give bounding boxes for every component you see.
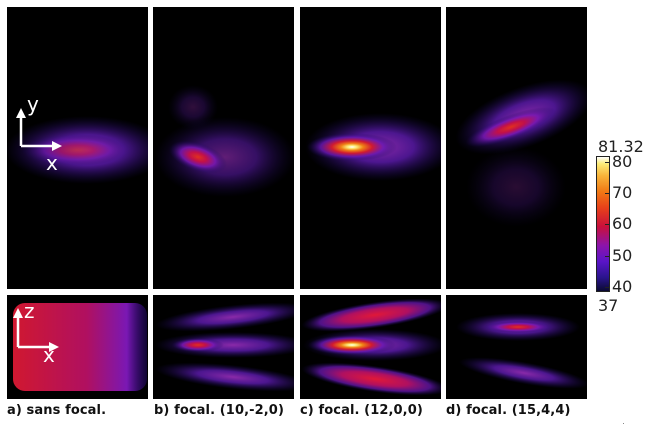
panel-b-bottom — [153, 295, 294, 399]
colorbar-tickmark — [605, 193, 609, 194]
colorbar-tick-40: 40 — [612, 277, 633, 296]
colorbar-tickmark — [605, 224, 609, 225]
colorbar-tickmark — [605, 256, 609, 257]
panel-c-bottom — [300, 295, 441, 399]
axis-label-x-bottom: x — [43, 343, 55, 367]
colorbar-tick-50: 50 — [612, 246, 633, 265]
panel-a-top — [7, 7, 148, 289]
colorbar-tick-70: 70 — [612, 183, 633, 202]
colorbar-min-label: 37 — [598, 296, 619, 315]
colorbar-tickmark — [605, 162, 609, 163]
axis-label-y: y — [27, 92, 39, 116]
axis-arrows-top — [16, 108, 62, 151]
axis-label-z: z — [24, 299, 35, 323]
colorbar — [596, 156, 610, 292]
colorbar-max-label: 81.32 — [598, 137, 644, 156]
axis-label-x-top: x — [46, 151, 58, 175]
axis-arrows-bottom — [13, 308, 59, 352]
colorbar-tickmark — [605, 287, 609, 288]
panel-d-top — [446, 7, 587, 289]
stray-dot — [623, 423, 624, 424]
caption-d: d) focal. (15,4,4) — [446, 403, 571, 418]
caption-a: a) sans focal. — [7, 403, 107, 418]
colorbar-tick-60: 60 — [612, 214, 633, 233]
panel-b-top — [153, 7, 294, 289]
caption-b: b) focal. (10,-2,0) — [154, 403, 284, 418]
colorbar-tick-80: 80 — [612, 152, 633, 171]
panel-c-top — [300, 7, 441, 289]
panel-d-bottom — [446, 295, 587, 399]
caption-c: c) focal. (12,0,0) — [300, 403, 423, 418]
